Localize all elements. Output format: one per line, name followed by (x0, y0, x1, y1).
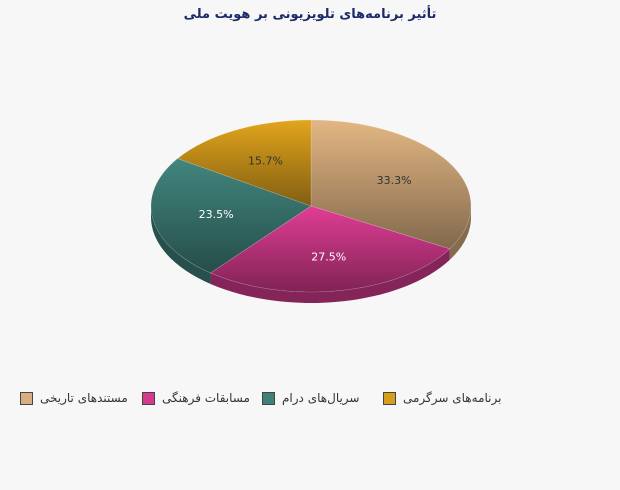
legend-swatch (142, 391, 155, 405)
pie-side-0 (449, 206, 472, 260)
pie-slice-0 (310, 119, 472, 250)
legend-item-cultural-contests[interactable]: مسابقات فرهنگی (142, 389, 250, 407)
legend-label: مستندهای تاریخی (40, 391, 128, 405)
legend-swatch (383, 391, 396, 405)
pie-value-label-1: 27.5% (311, 251, 346, 264)
pie-top-faces (150, 119, 472, 293)
chart-title: تأثیر برنامه‌های تلویزیونی بر هویت ملی (183, 7, 437, 22)
legend-swatch (20, 391, 33, 405)
legend-item-entertainment-programs[interactable]: برنامه‌های سرگرمی (383, 389, 501, 407)
pie-slice-2 (150, 158, 312, 274)
pie-value-label-3: 15.7% (248, 155, 283, 168)
pie-side-walls (151, 206, 472, 303)
pie-value-label-0: 33.3% (377, 174, 412, 187)
legend-label: سریال‌های درام (282, 391, 360, 405)
legend-item-historical-documentaries[interactable]: مستندهای تاریخی (20, 389, 128, 407)
legend-label: برنامه‌های سرگرمی (403, 391, 502, 405)
pie-value-label-2: 23.5% (199, 208, 234, 221)
pie-slice-1 (209, 205, 451, 293)
legend-swatch (262, 391, 275, 405)
pie-side-2 (151, 206, 211, 284)
pie-side-1 (210, 248, 450, 303)
pie-slice-3 (176, 119, 312, 207)
legend-item-drama-series[interactable]: سریال‌های درام (262, 389, 359, 407)
pie-value-labels: 33.3% 27.5% 23.5% 15.7% (199, 155, 412, 264)
legend-label: مسابقات فرهنگی (162, 391, 250, 405)
